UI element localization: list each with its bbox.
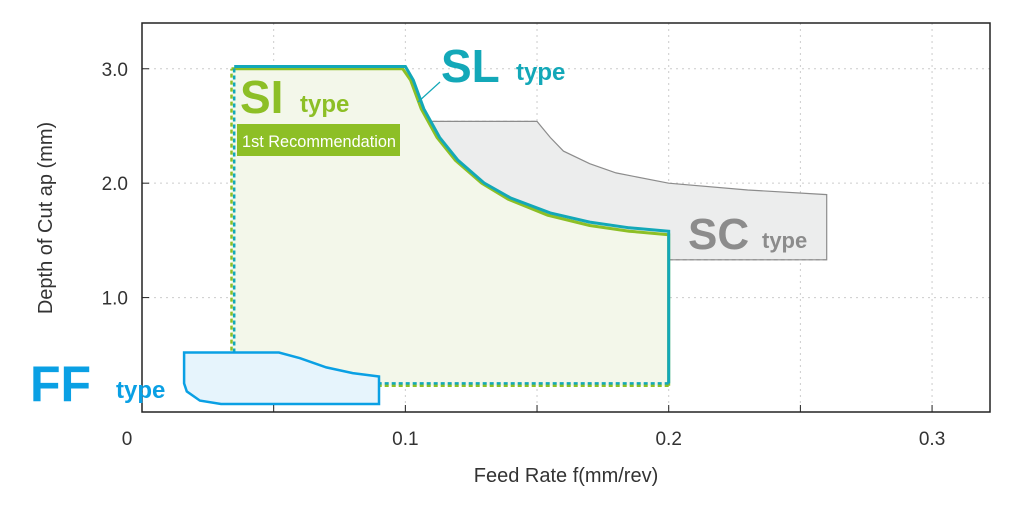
ff-region — [182, 351, 381, 406]
y-axis-label: Depth of Cut ap (mm) — [35, 122, 57, 314]
ff-label: FF — [30, 356, 91, 412]
x-tick-label: 0.3 — [919, 429, 945, 450]
sl-region-outline — [234, 65, 671, 384]
recommendation-badge — [237, 124, 400, 156]
recommendation-text: 1st Recommendation — [242, 132, 396, 151]
si-type-label: type — [300, 91, 349, 118]
sl-dashed-edge — [232, 66, 669, 385]
y-tick-label: 1.0 — [102, 289, 128, 310]
y-tick-label: 2.0 — [102, 174, 128, 195]
plot-frame — [141, 22, 991, 413]
x-tick-label: 0 — [122, 429, 133, 450]
x-tick-label: 0.1 — [392, 429, 418, 450]
ff-type-label: type — [116, 377, 165, 404]
sl-label: SL — [441, 40, 500, 92]
si-region-outline — [231, 67, 671, 386]
sl-type-label: type — [516, 59, 565, 86]
x-tick-label: 0.2 — [655, 429, 681, 450]
y-tick-label: 3.0 — [102, 60, 128, 81]
ticks: 1.0 2.0 3.0 0 0.1 0.2 0.3 — [102, 60, 946, 450]
x-axis-label: Feed Rate f(mm/rev) — [474, 465, 658, 487]
sl-leader-line — [417, 81, 441, 103]
sc-label: SC — [688, 210, 749, 259]
sc-type-label: type — [762, 228, 807, 253]
si-label: SI — [240, 71, 283, 123]
